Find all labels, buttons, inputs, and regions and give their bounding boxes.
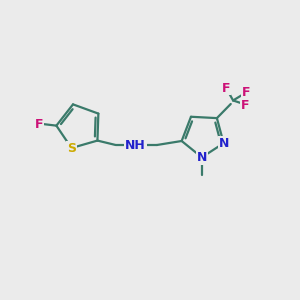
Text: F: F — [241, 99, 250, 112]
Text: F: F — [242, 86, 250, 99]
Text: F: F — [34, 118, 43, 131]
Text: N: N — [218, 137, 229, 150]
Text: S: S — [67, 142, 76, 154]
Text: NH: NH — [125, 139, 146, 152]
Text: N: N — [197, 151, 207, 164]
Text: F: F — [221, 82, 230, 94]
